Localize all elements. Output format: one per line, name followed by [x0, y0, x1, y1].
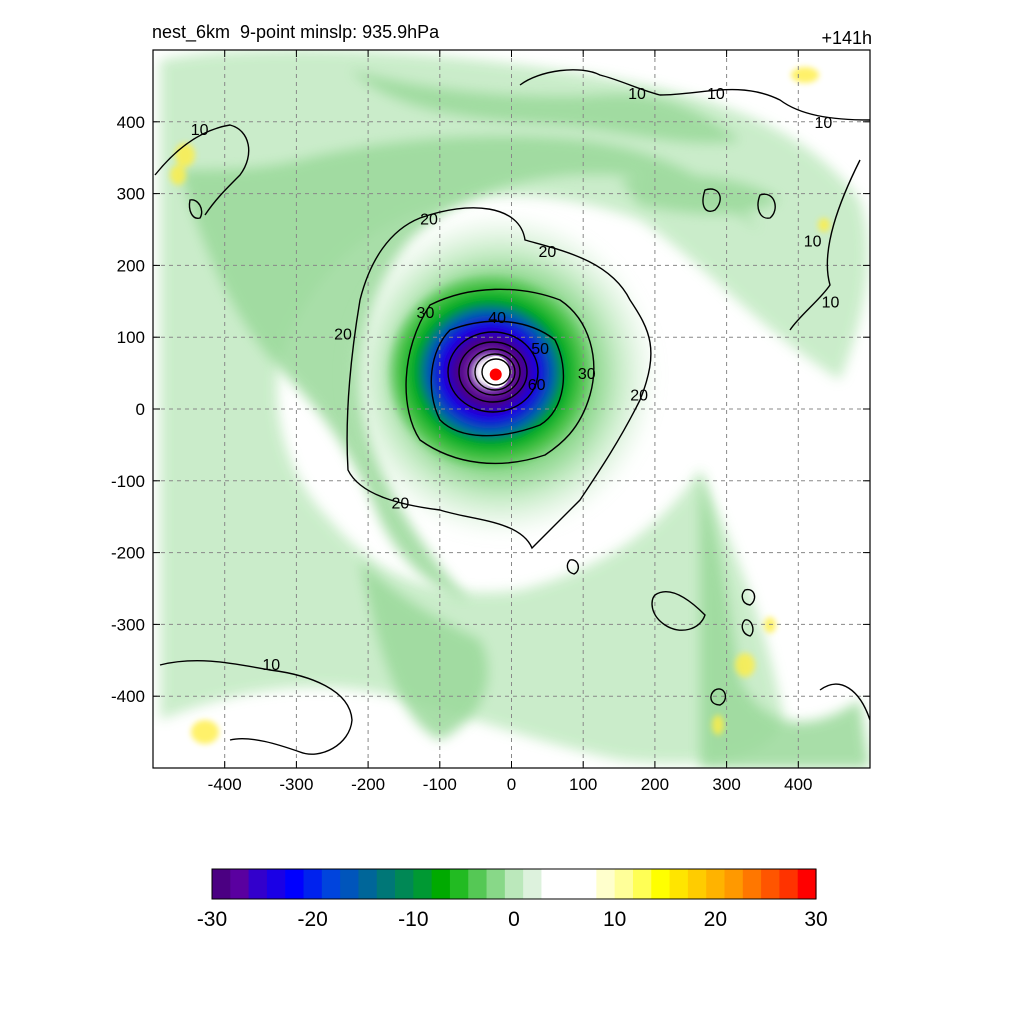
- map-title: nest_6km 9-point minslp: 935.9hPa: [152, 22, 440, 42]
- colorbar-ticks: -30 -20 -10 0 10 20 30: [197, 908, 828, 931]
- colorbar-swatch: [687, 869, 707, 899]
- colorbar-swatch: [230, 869, 250, 899]
- colorbar-swatch: [376, 869, 396, 899]
- x-tick-label: 400: [784, 775, 812, 794]
- colorbar-swatch: [358, 869, 378, 899]
- colorbar-swatch: [340, 869, 360, 899]
- contour-label: 10: [822, 294, 840, 311]
- y-tick-label: 400: [117, 113, 145, 132]
- colorbar-swatch: [303, 869, 323, 899]
- colorbar-swatch: [449, 869, 469, 899]
- contour-label: 20: [391, 495, 409, 512]
- contour-label: 30: [417, 305, 435, 322]
- colorbar-swatch: [706, 869, 726, 899]
- x-tick-label: 0: [507, 775, 516, 794]
- colorbar-swatch: [248, 869, 268, 899]
- contour-label: 10: [628, 86, 646, 103]
- colorbar-tick-label: -20: [297, 908, 327, 931]
- contour-label: 10: [262, 657, 280, 674]
- contour-label: 10: [707, 86, 725, 103]
- wind-field-shading: [160, 50, 870, 768]
- y-tick-label: 200: [117, 256, 145, 275]
- colorbar-tick-label: -10: [398, 908, 428, 931]
- storm-center-marker: [489, 368, 502, 381]
- x-axis: -400 -300 -200 -100 0 100 200 300 400: [208, 50, 812, 794]
- contour-lines: [154, 69, 870, 755]
- colorbar-swatch: [285, 869, 305, 899]
- y-tick-label: -300: [111, 615, 145, 634]
- contour-label: 30: [578, 366, 596, 383]
- colorbar-swatch: [523, 869, 543, 899]
- contour-label: 20: [630, 388, 648, 405]
- colorbar-swatch: [431, 869, 451, 899]
- y-tick-label: 0: [136, 400, 145, 419]
- colorbar-swatch: [651, 869, 671, 899]
- y-tick-label: 100: [117, 328, 145, 347]
- colorbar-swatch: [504, 869, 524, 899]
- colorbar-swatch: [596, 869, 616, 899]
- colorbar-swatch: [742, 869, 762, 899]
- colorbar-swatch: [321, 869, 341, 899]
- forecast-hour: +141h: [821, 28, 872, 48]
- colorbar-swatch: [468, 869, 488, 899]
- colorbar-swatch: [212, 869, 231, 899]
- colorbar-tick-label: 20: [704, 908, 727, 931]
- contour-label: 20: [420, 212, 438, 229]
- y-tick-label: 300: [117, 185, 145, 204]
- colorbar-swatch: [614, 869, 634, 899]
- colorbar-swatch: [779, 869, 799, 899]
- x-tick-label: 300: [712, 775, 740, 794]
- colorbar-swatch: [395, 869, 414, 899]
- x-tick-label: -200: [351, 775, 385, 794]
- colorbar-swatch: [632, 869, 652, 899]
- contour-label: 20: [538, 244, 556, 261]
- x-tick-label: 200: [641, 775, 669, 794]
- x-tick-label: 100: [569, 775, 597, 794]
- colorbar-swatch: [669, 869, 689, 899]
- contour-label: 60: [528, 377, 546, 394]
- colorbar-swatch: [578, 869, 597, 899]
- colorbar-swatch: [797, 869, 817, 899]
- y-tick-label: -400: [111, 687, 145, 706]
- colorbar-frame: [211, 868, 817, 900]
- x-tick-label: -400: [208, 775, 242, 794]
- contour-labels: 10 10 10 10 10 10 10 20 20 20 20 20 30 30 40 50 60: [191, 86, 840, 674]
- colorbar-swatch: [413, 869, 433, 899]
- contour-label: 10: [191, 122, 209, 139]
- colorbar-tick-label: -30: [197, 908, 227, 931]
- contour-label: 40: [488, 310, 506, 327]
- colorbar-swatch: [559, 869, 579, 899]
- colorbar-swatch: [724, 869, 744, 899]
- colorbar-swatch: [761, 869, 780, 899]
- colorbar-tick-label: 30: [804, 908, 827, 931]
- colorbar: [211, 868, 817, 900]
- contour-label: 50: [531, 341, 549, 358]
- colorbar-swatch: [266, 869, 286, 899]
- contour-label: 10: [804, 233, 822, 250]
- contour-label: 10: [814, 115, 832, 132]
- x-tick-label: -300: [279, 775, 313, 794]
- y-tick-label: -200: [111, 544, 145, 563]
- colorbar-swatch: [486, 869, 506, 899]
- y-axis: -400 -300 -200 -100 0 100 200 300 400: [111, 113, 870, 706]
- x-tick-label: -100: [423, 775, 457, 794]
- contour-label: 20: [334, 327, 352, 344]
- y-tick-label: -100: [111, 472, 145, 491]
- colorbar-tick-label: 0: [508, 908, 520, 931]
- colorbar-swatch: [541, 869, 561, 899]
- colorbar-tick-label: 10: [603, 908, 626, 931]
